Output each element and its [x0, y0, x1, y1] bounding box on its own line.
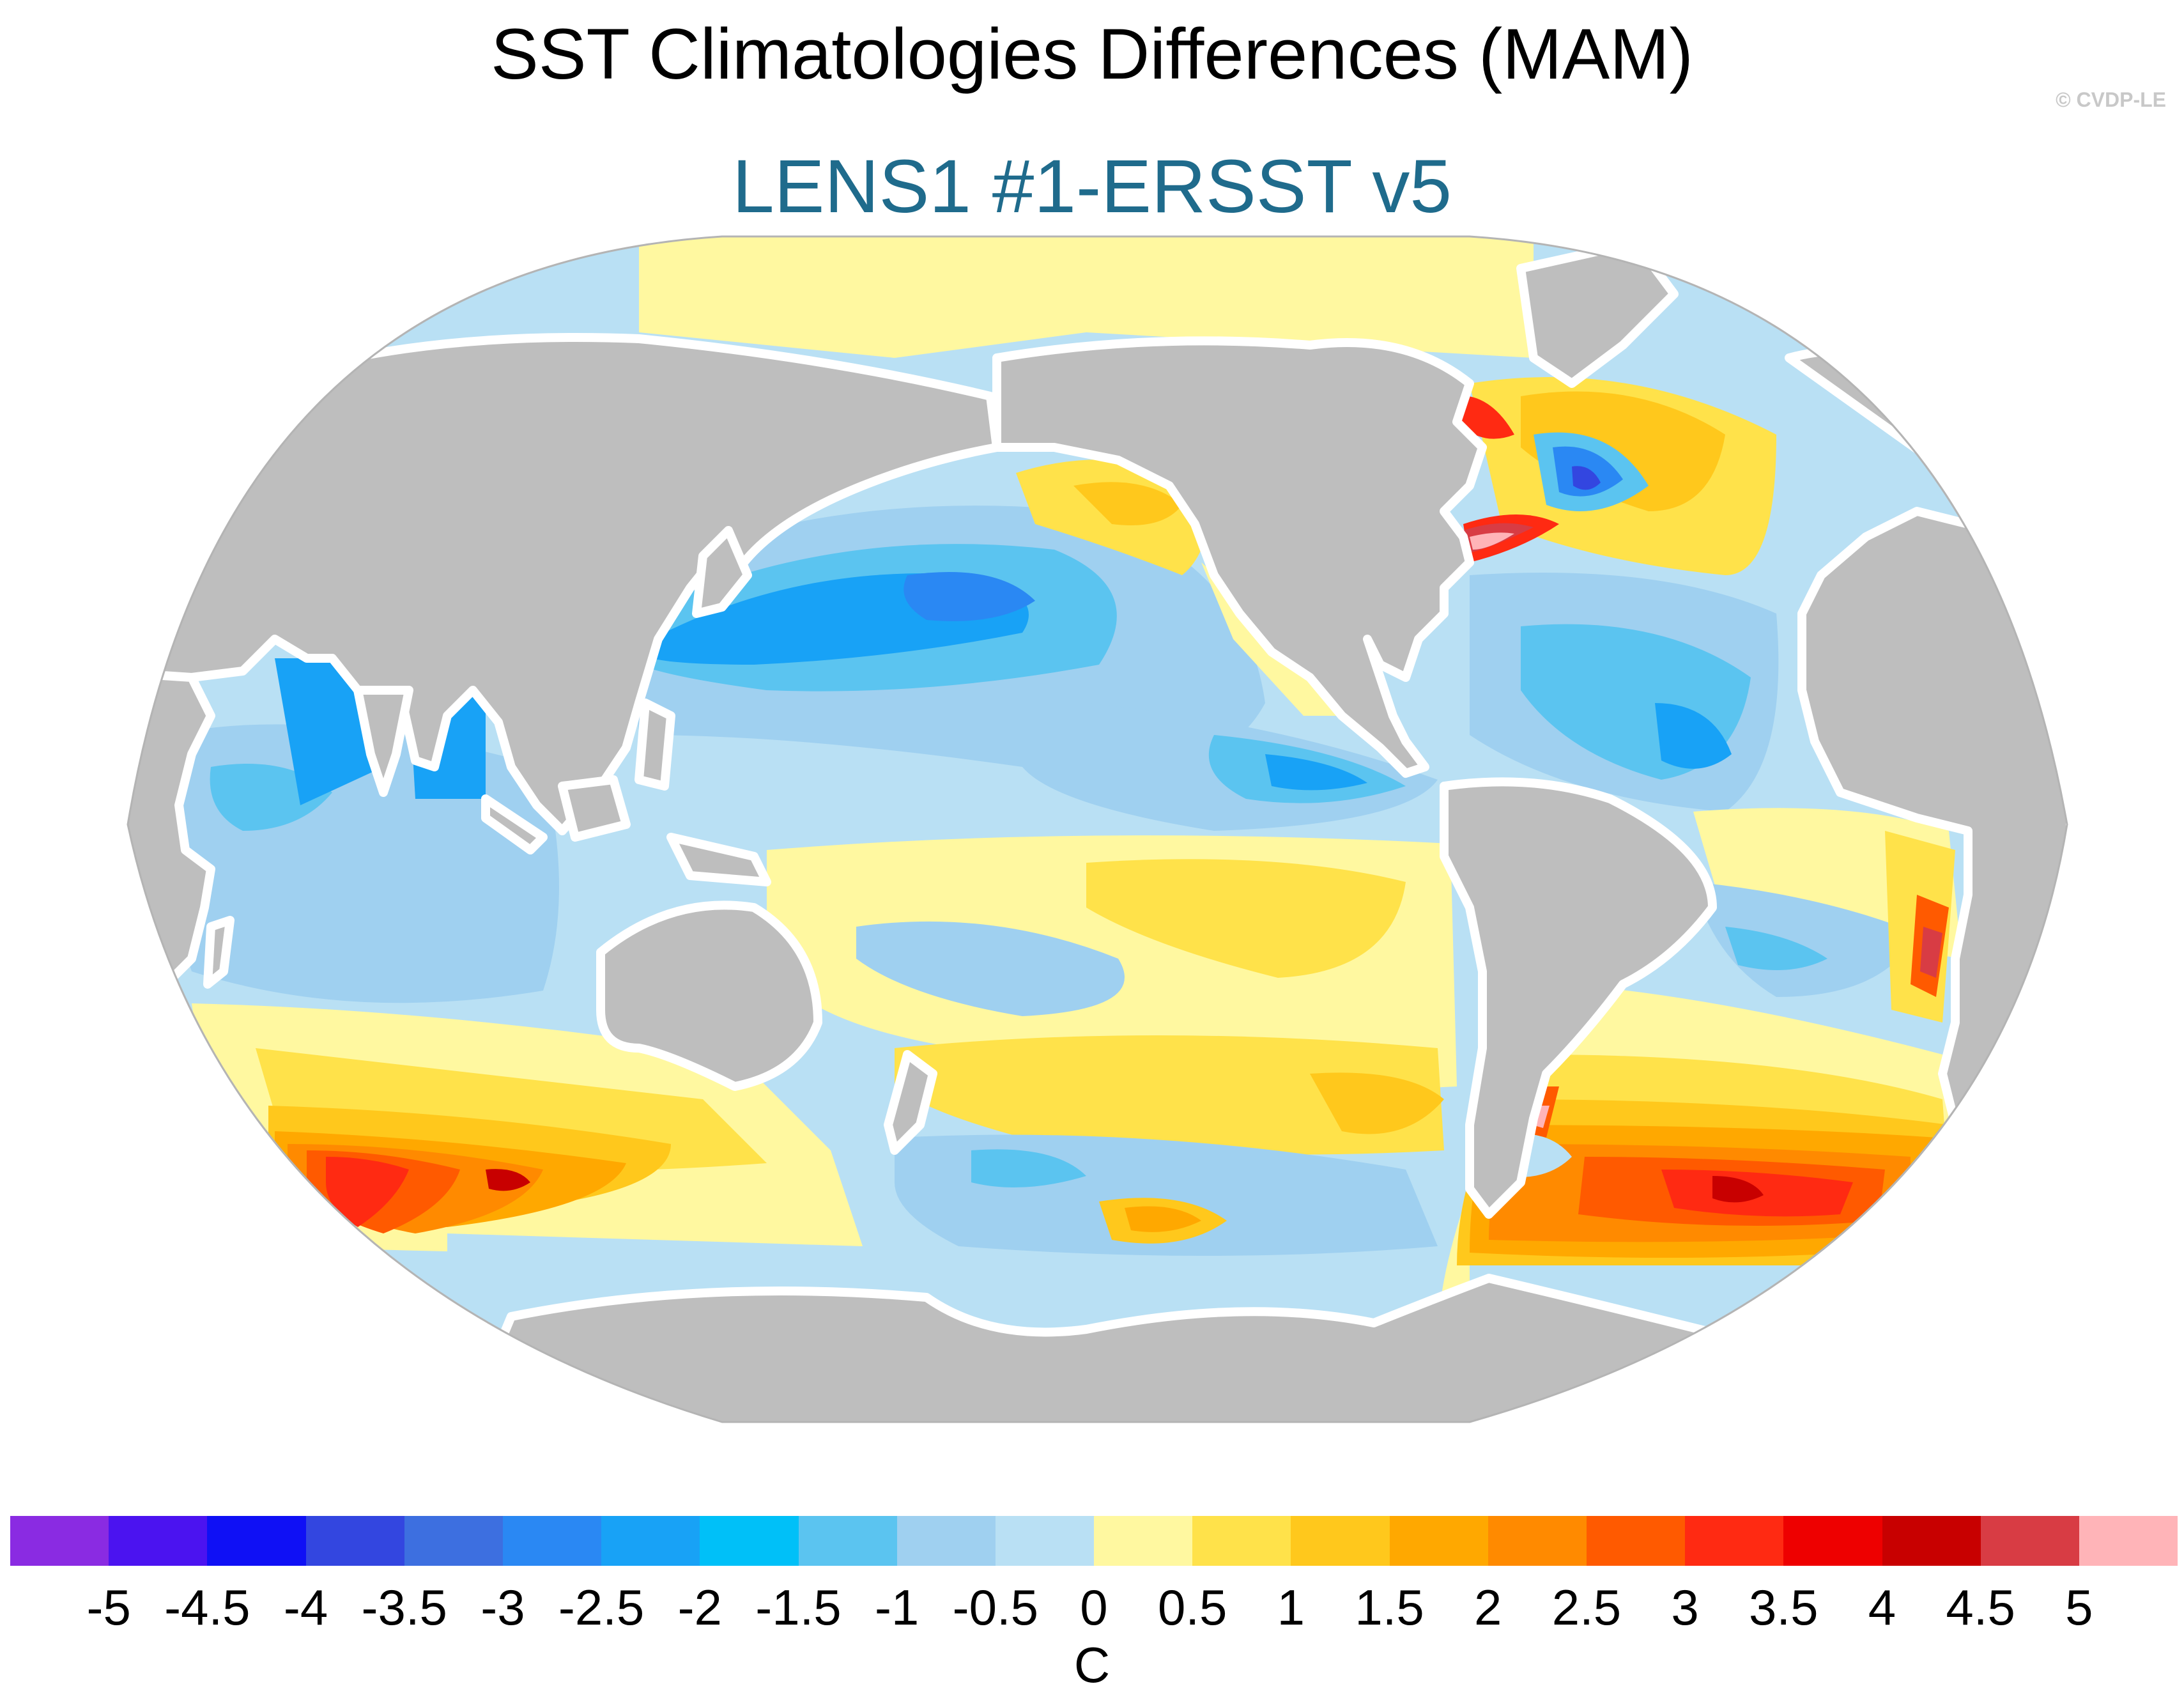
southern-ocean-pacific-warm-core	[1125, 1206, 1201, 1232]
map-subtitle: LENS1 #1-ERSST v5	[732, 144, 1452, 229]
map-outline	[127, 235, 2068, 1423]
land-new-guinea	[666, 833, 771, 886]
land-north-america	[992, 336, 1487, 778]
colorbar-swatch	[798, 1516, 897, 1566]
colorbar-swatch	[1882, 1516, 1981, 1566]
colorbar-tick-label: 1	[1277, 1579, 1305, 1635]
land-madagascar	[203, 916, 235, 989]
colorbar-swatch	[2079, 1516, 2178, 1566]
arctic-warm-band	[639, 236, 1534, 358]
gulf-stream-extreme	[1470, 532, 1514, 550]
land-sumatra	[481, 794, 548, 854]
colorbar-swatch	[1094, 1516, 1193, 1566]
colorbar-tick-label: -2.5	[558, 1579, 645, 1635]
page-title: SST Climatologies Differences (MAM)	[491, 14, 1693, 94]
colorbar-tick-label: 1.5	[1355, 1579, 1424, 1635]
land-africa-west	[128, 667, 215, 989]
colorbar-swatch	[601, 1516, 700, 1566]
colorbar-swatch	[1783, 1516, 1882, 1566]
south-indian-max	[486, 1169, 530, 1191]
land-masses	[128, 238, 2067, 1422]
north-atlantic-cold-core	[1655, 703, 1732, 769]
labrador-sea-coldest	[1572, 466, 1601, 490]
colorbar-swatch	[995, 1516, 1095, 1566]
colorbar-swatch	[305, 1516, 404, 1566]
colorbar-swatch	[1192, 1516, 1291, 1566]
colorbar-tick-label: 2.5	[1551, 1579, 1622, 1635]
map-field	[128, 236, 2067, 1422]
land-philippines	[634, 699, 675, 791]
colorbar	[10, 1516, 2178, 1566]
land-japan	[692, 526, 752, 618]
land-south-america	[1440, 777, 1717, 1219]
north-pacific-cold-max	[904, 572, 1035, 621]
colorbar-tick-label: -2	[677, 1579, 722, 1635]
colorbar-tick-label: 0.5	[1157, 1579, 1227, 1635]
colorbar-tick-label: -5	[86, 1579, 131, 1635]
land-india	[353, 686, 413, 797]
colorbar-swatch	[1980, 1516, 2079, 1566]
colorbar-swatch	[1685, 1516, 1784, 1566]
colorbar-units: C	[1073, 1637, 1111, 1693]
south-pacific-midlat-core	[1310, 1072, 1444, 1134]
colorbar-tick-label: 3	[1671, 1579, 1699, 1635]
colorbar-swatch	[1389, 1516, 1488, 1566]
colorbar-swatch	[404, 1516, 503, 1566]
north-atlantic-warm-core	[1521, 391, 1725, 511]
colorbar-tick-label: 3.5	[1749, 1579, 1819, 1635]
south-pacific-cool-band	[856, 921, 1125, 1016]
colorbar-tick-label: -1	[874, 1579, 919, 1635]
colorbar-swatch	[109, 1516, 208, 1566]
colorbar-tick-label: -3.5	[361, 1579, 447, 1635]
land-australia	[596, 900, 822, 1091]
east-tropical-pacific-max	[1265, 754, 1367, 791]
colorbar-tick-label: 2	[1474, 1579, 1502, 1635]
sst-difference-map	[127, 235, 2068, 1423]
south-indian-extreme	[326, 1157, 409, 1227]
colorbar-swatch	[896, 1516, 996, 1566]
benguela-max	[1920, 927, 1942, 978]
colorbar-tick-label: -1.5	[755, 1579, 842, 1635]
colorbar-tick-label: -4.5	[164, 1579, 250, 1635]
colorbar-swatch	[1291, 1516, 1390, 1566]
colorbar-tick-label: 5	[2065, 1579, 2093, 1635]
tropical-atlantic-cool	[1693, 882, 1917, 997]
colorbar-tick-label: 0	[1080, 1579, 1108, 1635]
colorbar-swatch	[1488, 1516, 1587, 1566]
ne-pacific-warm-core	[1073, 482, 1182, 525]
copyright-label: © CVDP-LE	[2056, 88, 2166, 111]
tropical-atlantic-core	[1725, 927, 1827, 970]
colorbar-tick-label: -4	[283, 1579, 328, 1635]
colorbar-tick-label: -0.5	[952, 1579, 1039, 1635]
south-atlantic-max	[1712, 1176, 1764, 1203]
land-new-zealand	[884, 1050, 937, 1155]
colorbar-ticks: -5 -4.5 -4 -3.5 -3 -2.5 -2 -1.5 -1 -0.5 0 0.5 1 1.5 2 2…	[10, 1579, 2178, 1649]
colorbar-tick-label: 4	[1868, 1579, 1896, 1635]
colorbar-tick-label: -3	[481, 1579, 525, 1635]
colorbar-swatch	[502, 1516, 602, 1566]
south-pacific-midlat-warm	[895, 1035, 1444, 1155]
colorbar-swatch	[10, 1516, 109, 1566]
southern-ocean-pacific-core	[971, 1149, 1086, 1187]
colorbar-swatch	[700, 1516, 799, 1566]
colorbar-tick-label: 4.5	[1946, 1579, 2015, 1635]
south-pacific-warm-core	[1086, 859, 1406, 978]
land-borneo	[558, 775, 631, 842]
colorbar-swatch	[207, 1516, 306, 1566]
colorbar-swatch	[1587, 1516, 1686, 1566]
